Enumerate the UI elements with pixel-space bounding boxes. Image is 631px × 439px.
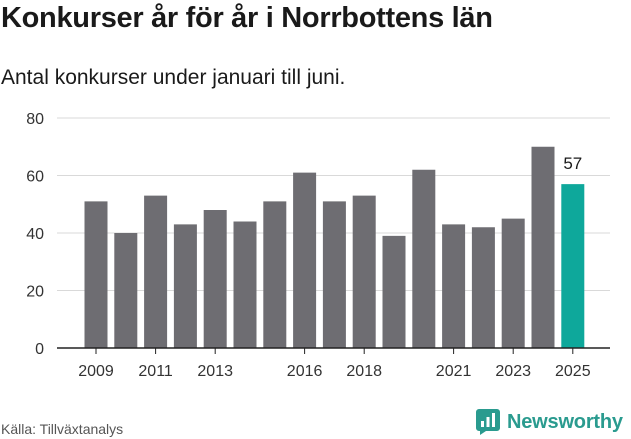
bar-2015 <box>263 201 287 348</box>
x-tick-label: 2021 <box>436 363 472 380</box>
bar-2009 <box>84 201 108 348</box>
x-tick-label: 2016 <box>287 363 323 380</box>
bar-2016 <box>293 172 317 348</box>
bar-2018 <box>352 195 376 348</box>
bar-2010 <box>114 233 138 348</box>
bar-2023 <box>501 218 525 348</box>
brand-name: Newsworthy <box>507 410 623 433</box>
data-label: 57 <box>563 154 582 173</box>
source-note: Källa: Tillväxtanalys <box>1 421 124 437</box>
bars <box>84 146 585 348</box>
y-tick-label: 60 <box>26 169 44 186</box>
x-axis: 2009 2011 2013 2016 2018 2021 2023 2025 <box>57 347 610 380</box>
x-tick-label: 2013 <box>197 363 233 380</box>
bar-chart: 2009 2011 2013 2016 2018 2021 2023 2025 0 20 40 60… <box>26 111 610 380</box>
bar-2021 <box>442 224 466 348</box>
x-tick-label: 2025 <box>555 363 591 380</box>
chart-subtitle: Antal konkurser under januari till juni. <box>1 66 346 89</box>
bar-2013 <box>203 210 227 348</box>
newsworthy-logo-icon <box>476 409 500 435</box>
bar-2011 <box>144 195 168 348</box>
bar-2024 <box>531 146 555 348</box>
bar-2019 <box>382 235 406 348</box>
x-tick-label: 2018 <box>346 363 382 380</box>
data-labels: 57 <box>563 154 582 173</box>
y-tick-label: 20 <box>26 284 44 301</box>
x-tick-label: 2011 <box>138 363 173 380</box>
bar-2012 <box>173 224 197 348</box>
bar-2014 <box>233 221 257 348</box>
bar-2025 <box>561 184 585 348</box>
bar-2017 <box>322 201 346 348</box>
x-tick-label: 2023 <box>495 363 531 380</box>
x-tick-label: 2009 <box>78 363 114 380</box>
y-axis: 0 20 40 60 80 <box>26 111 44 358</box>
y-tick-label: 40 <box>26 226 44 243</box>
brand-logo[interactable]: Newsworthy <box>475 407 623 437</box>
y-tick-label: 0 <box>35 341 44 358</box>
bar-2020 <box>412 169 436 348</box>
bar-2022 <box>471 227 495 348</box>
y-tick-label: 80 <box>26 111 44 128</box>
chart-title: Konkurser år för år i Norrbottens län <box>1 2 493 34</box>
